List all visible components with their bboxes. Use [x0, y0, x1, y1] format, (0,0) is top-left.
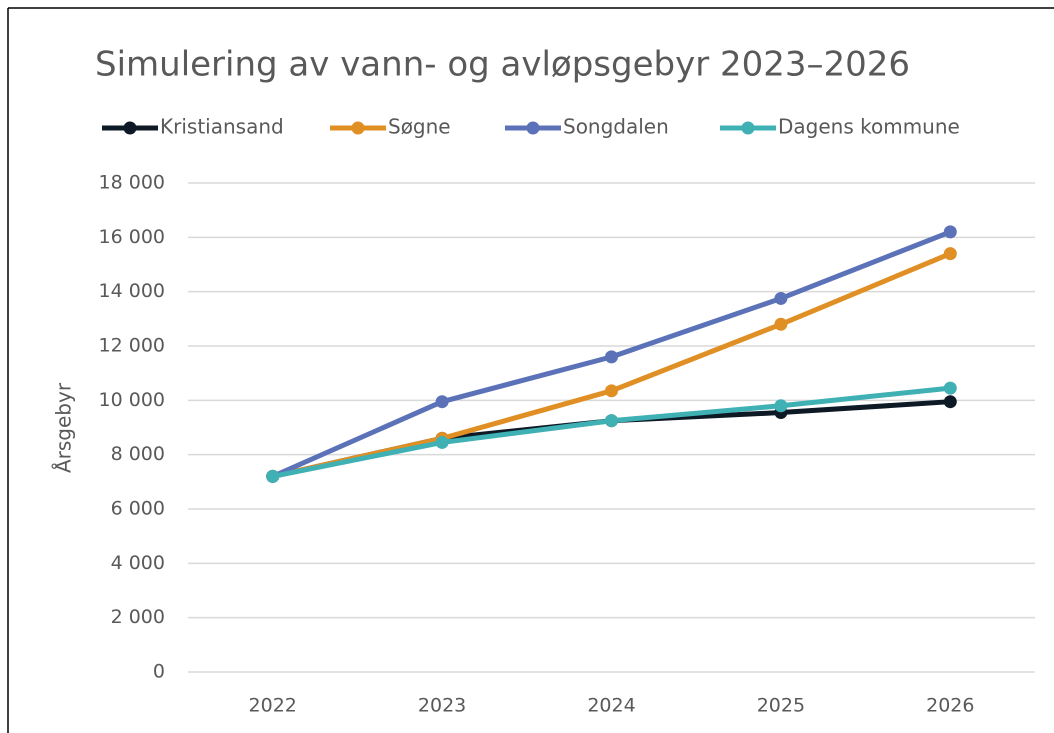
x-tick-label: 2022: [249, 695, 297, 717]
legend-marker: [123, 121, 137, 135]
series-line: [272, 251, 952, 479]
y-tick-label: 0: [153, 661, 165, 683]
y-tick-label: 6 000: [111, 498, 165, 520]
y-tick-label: 12 000: [99, 335, 165, 357]
data-point: [605, 384, 618, 398]
legend-marker: [351, 121, 365, 135]
data-point: [774, 317, 788, 331]
y-tick-label: 10 000: [99, 389, 165, 411]
data-point: [943, 247, 957, 261]
legend-marker: [741, 121, 755, 135]
y-tick-label: 16 000: [99, 226, 165, 248]
y-tick-label: 18 000: [99, 172, 165, 194]
x-tick-label: 2025: [757, 695, 805, 717]
series-line: [272, 399, 951, 479]
legend-label: Kristiansand: [160, 115, 284, 139]
y-tick-label: 8 000: [111, 443, 165, 465]
data-point: [605, 350, 618, 364]
legend-label: Søgne: [388, 115, 451, 139]
data-point: [774, 399, 788, 413]
data-point: [435, 435, 449, 449]
y-tick-label: 14 000: [99, 280, 165, 302]
legend-marker: [526, 121, 540, 135]
y-tick-label: 4 000: [111, 552, 165, 574]
x-tick-label: 2024: [587, 695, 635, 717]
data-point: [943, 225, 957, 239]
y-tick-label: 2 000: [111, 606, 165, 628]
data-point: [605, 414, 618, 428]
data-point: [435, 395, 449, 409]
y-axis-label: Årsgebyr: [52, 382, 76, 473]
legend-label: Dagens kommune: [778, 115, 960, 139]
data-point: [774, 291, 788, 305]
x-tick-label: 2023: [418, 695, 466, 717]
data-point: [943, 381, 957, 395]
chart-title: Simulering av vann- og avløpsgebyr 2023–…: [95, 45, 910, 85]
x-tick-label: 2026: [926, 695, 974, 717]
data-point: [266, 469, 280, 483]
data-point: [943, 395, 957, 409]
legend-label: Songdalen: [563, 115, 669, 139]
